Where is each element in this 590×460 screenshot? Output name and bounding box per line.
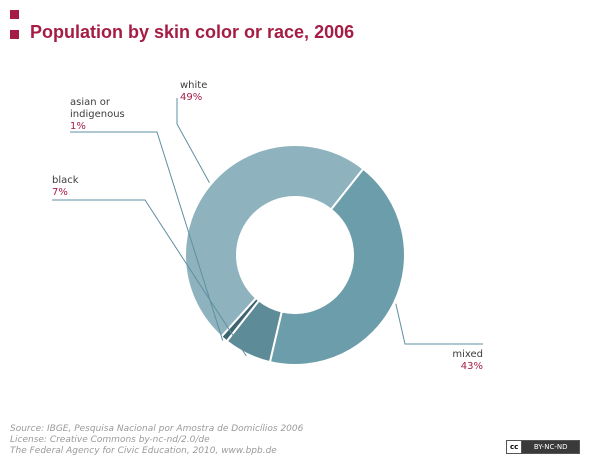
- slice-label-name: white: [180, 80, 207, 91]
- cc-logo-icon: cc: [507, 441, 523, 453]
- slice-label-name: indigenous: [70, 109, 125, 120]
- publisher-line: The Federal Agency for Civic Education, …: [10, 446, 277, 456]
- slice-label-value: 49%: [180, 92, 202, 103]
- leader-line-mixed: [395, 303, 483, 345]
- slice-label-value: 43%: [461, 361, 483, 372]
- donut-slices: [184, 144, 406, 366]
- leader-line-white: [176, 98, 210, 183]
- license-line: License: Creative Commons by-nc-nd/2.0/d…: [10, 435, 210, 445]
- leader-line-black: [52, 199, 247, 357]
- source-notes: Source: IBGE, Pesquisa Nacional por Amos…: [10, 424, 303, 457]
- leader-line-asian-or-indigenous: [70, 131, 224, 341]
- title-marker: [10, 30, 19, 39]
- slice-label-name: mixed: [452, 349, 483, 360]
- source-line: Source: IBGE, Pesquisa Nacional por Amos…: [10, 424, 304, 434]
- slice-white: [184, 144, 365, 339]
- slice-label-name: asian or: [70, 97, 111, 108]
- title-marker-top: [10, 10, 19, 19]
- slice-mixed: [268, 167, 406, 366]
- cc-license-badge[interactable]: cc BY-NC-ND: [506, 440, 580, 454]
- slice-label-name: black: [52, 175, 79, 186]
- cc-license-terms: BY-NC-ND: [522, 441, 579, 453]
- chart-title: Population by skin color or race, 2006: [30, 22, 355, 42]
- slice-asian-or-indigenous: [219, 296, 261, 343]
- slice-label-value: 7%: [52, 187, 68, 198]
- leader-lines: [52, 98, 483, 357]
- slice-label-value: 1%: [70, 121, 86, 132]
